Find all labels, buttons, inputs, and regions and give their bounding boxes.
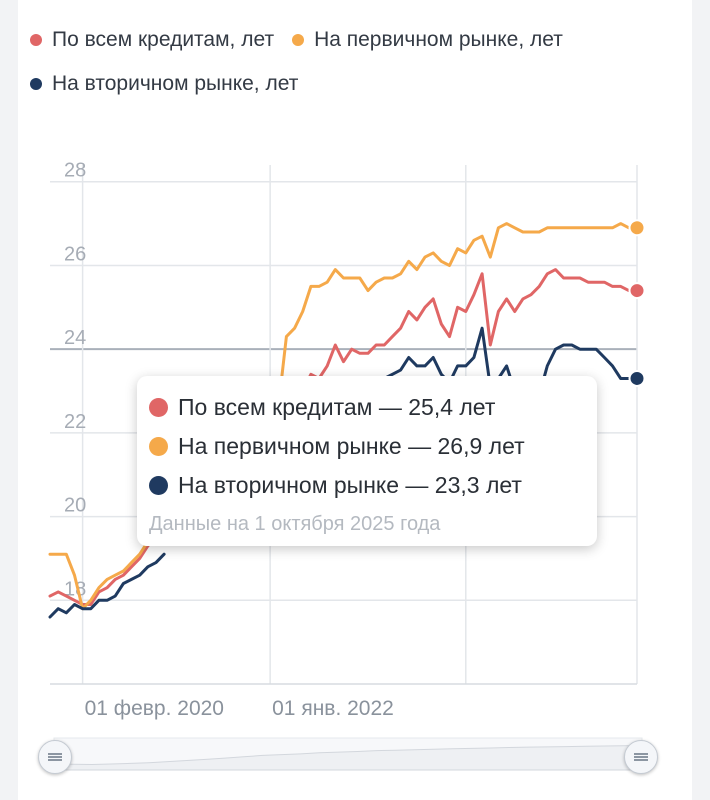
legend-dot-all — [30, 34, 42, 46]
series-line-1 — [48, 531, 158, 611]
y-tick-label: 24 — [64, 327, 86, 349]
range-navigator — [53, 737, 643, 771]
series-endpoints — [628, 219, 646, 387]
legend-label-all: По всем кредитам, лет — [52, 28, 275, 51]
x-axis-ticks: 01 февр. 2020 01 янв. 2022 — [85, 697, 394, 720]
legend-dot-secondary — [30, 78, 42, 90]
tooltip-row-secondary: На вторичном рынке — 23,3 лет — [149, 466, 597, 505]
series-line-2 — [48, 552, 166, 619]
tooltip-text-all: По всем кредитам — 25,4 лет — [178, 394, 496, 420]
chart-tooltip: По всем кредитам — 25,4 лет На первичном… — [137, 376, 597, 546]
y-tick-label: 20 — [64, 495, 86, 517]
legend-dot-primary — [292, 34, 305, 46]
legend-item-secondary[interactable]: На вторичном рынке, лет — [30, 62, 298, 106]
navigator-left-handle[interactable] — [38, 740, 72, 774]
tooltip-dot-all — [149, 398, 168, 417]
series-endpoint-marker — [628, 369, 646, 387]
series-line-0 — [48, 536, 158, 606]
y-tick-label: 28 — [64, 160, 86, 182]
tooltip-dot-primary — [149, 437, 168, 456]
legend-label-primary: На первичном рынке, лет — [314, 28, 563, 51]
tooltip-row-primary: На первичном рынке — 26,9 лет — [149, 427, 597, 466]
tooltip-dot-secondary — [149, 476, 168, 495]
legend-label-secondary: На вторичном рынке, лет — [52, 72, 299, 95]
grip-icon — [634, 753, 648, 761]
tooltip-text-primary: На первичном рынке — 26,9 лет — [178, 433, 525, 459]
navigator-preview — [53, 744, 643, 771]
y-tick-label: 26 — [64, 243, 86, 265]
tooltip-footer: Данные на 1 октября 2025 года — [149, 513, 441, 535]
legend-item-primary[interactable]: На первичном рынке, лет — [292, 18, 563, 62]
chart-legend: По всем кредитам, лет На первичном рынке… — [30, 18, 680, 106]
series-line-2 — [366, 326, 639, 414]
series-endpoint-marker — [628, 282, 646, 300]
y-tick-label: 22 — [64, 411, 86, 433]
tooltip-row-all: По всем кредитам — 25,4 лет — [149, 388, 597, 427]
grip-icon — [48, 753, 62, 761]
legend-item-all[interactable]: По всем кредитам, лет — [30, 18, 274, 62]
series-line-1 — [276, 222, 639, 410]
tooltip-text-secondary: На вторичном рынке — 23,3 лет — [178, 472, 522, 498]
chart-series — [48, 222, 639, 619]
x-tick-label: 01 февр. 2020 — [85, 697, 224, 720]
series-endpoint-marker — [628, 219, 646, 237]
navigator-right-handle[interactable] — [624, 740, 658, 774]
x-tick-label: 01 янв. 2022 — [272, 697, 394, 720]
series-line-0 — [293, 268, 639, 410]
